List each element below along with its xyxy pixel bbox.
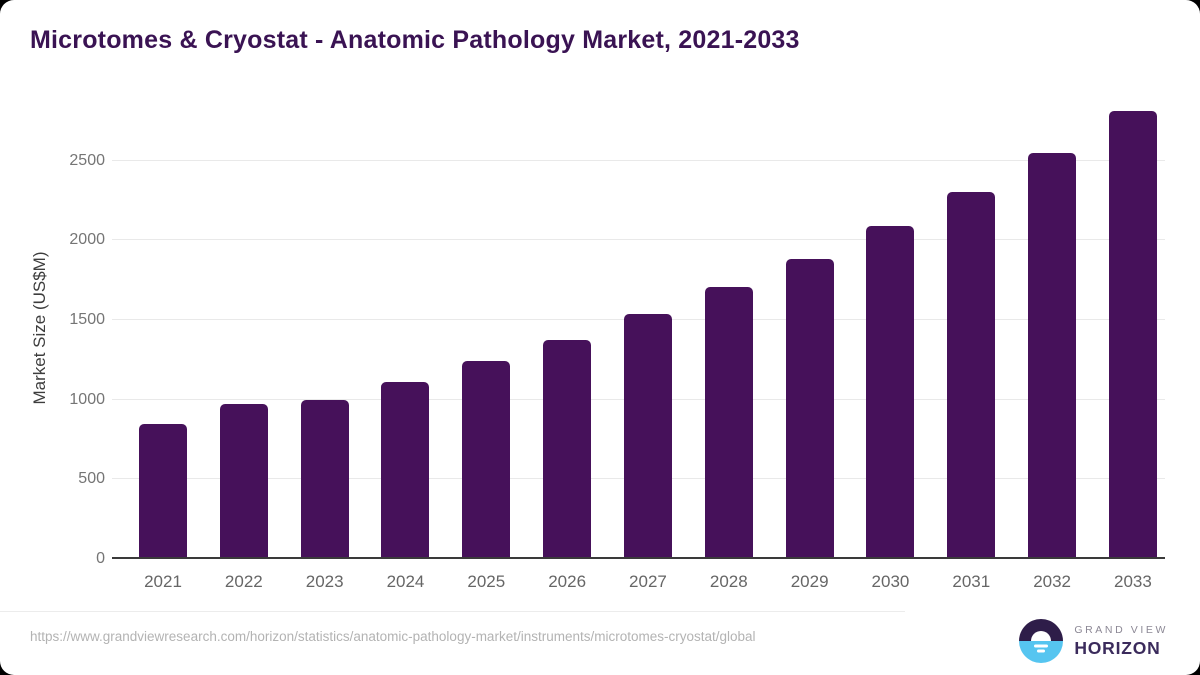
bar-2025: [462, 361, 511, 559]
x-tick-label-2023: 2023: [305, 572, 344, 591]
source-url: https://www.grandviewresearch.com/horizo…: [30, 629, 756, 644]
bar-slot-2030: 2030: [866, 97, 915, 591]
footer-divider: [0, 611, 905, 612]
bar-slot-2031: 2031: [947, 97, 996, 591]
x-tick-label-2033: 2033: [1114, 572, 1152, 591]
x-tick-label-2028: 2028: [709, 572, 748, 591]
bar-slot-2025: 2025: [462, 97, 511, 591]
y-tick-label-2000: 2000: [69, 231, 105, 249]
gridline-2500: [112, 159, 1165, 161]
bar-slot-2026: 2026: [543, 97, 592, 591]
bar-2031: [947, 191, 996, 559]
bar-2024: [381, 382, 430, 559]
brand-logo: GRAND VIEW HORIZON: [1019, 619, 1168, 663]
x-tick-label-2032: 2032: [1033, 572, 1072, 591]
bar-2032: [1028, 152, 1077, 559]
bar-2026: [543, 339, 592, 559]
gridline-2000: [112, 239, 1165, 241]
bar-2022: [219, 404, 268, 559]
bar-2027: [623, 314, 672, 559]
brand-text: GRAND VIEW HORIZON: [1074, 623, 1168, 658]
x-tick-label-2026: 2026: [548, 572, 587, 591]
x-tick-label-2021: 2021: [144, 572, 182, 591]
x-tick-label-2029: 2029: [790, 572, 829, 591]
bar-slot-2029: 2029: [785, 97, 834, 591]
horizon-logo-icon: [1019, 619, 1064, 663]
bar-2028: [704, 287, 753, 559]
x-tick-label-2031: 2031: [952, 572, 991, 591]
x-tick-label-2027: 2027: [629, 572, 667, 591]
x-tick-label-2022: 2022: [224, 572, 263, 591]
bar-slot-2022: 2022: [219, 97, 268, 591]
bar-2023: [300, 399, 349, 559]
bar-2030: [866, 226, 915, 559]
y-tick-label-2500: 2500: [69, 151, 105, 169]
x-axis-line: [112, 557, 1165, 559]
x-tick-label-2030: 2030: [871, 572, 910, 591]
y-tick-label-1500: 1500: [69, 311, 105, 329]
x-tick-label-2025: 2025: [467, 572, 506, 591]
bar-slot-2024: 2024: [381, 97, 430, 591]
bar-2021: [139, 423, 187, 559]
bar-slot-2033: 2033: [1108, 97, 1157, 591]
bar-slot-2032: 2032: [1028, 97, 1077, 591]
y-tick-label-500: 500: [78, 470, 105, 488]
y-axis-ticks: 0 500 1000 1500 2000 2500: [0, 97, 105, 567]
bar-slot-2023: 2023: [300, 97, 349, 591]
bars-row: 2021 2022 2023 2024 2025 2026 2027 2028 2029 2030…: [112, 97, 1165, 591]
bar-slot-2028: 2028: [704, 97, 753, 591]
bar-2029: [785, 258, 834, 559]
brand-name-bottom: HORIZON: [1074, 638, 1161, 658]
brand-name-top: GRAND VIEW: [1074, 623, 1168, 636]
chart-title: Microtomes & Cryostat - Anatomic Patholo…: [30, 26, 800, 54]
bar-slot-2027: 2027: [623, 97, 672, 591]
bar-slot-2021: 2021: [139, 97, 187, 591]
y-tick-label-0: 0: [96, 550, 105, 567]
x-tick-label-2024: 2024: [386, 572, 425, 591]
plot-area: 2021 2022 2023 2024 2025 2026 2027 2028 2029 2030…: [112, 97, 1165, 591]
y-tick-label-1000: 1000: [69, 390, 105, 408]
bar-2033: [1108, 110, 1157, 559]
